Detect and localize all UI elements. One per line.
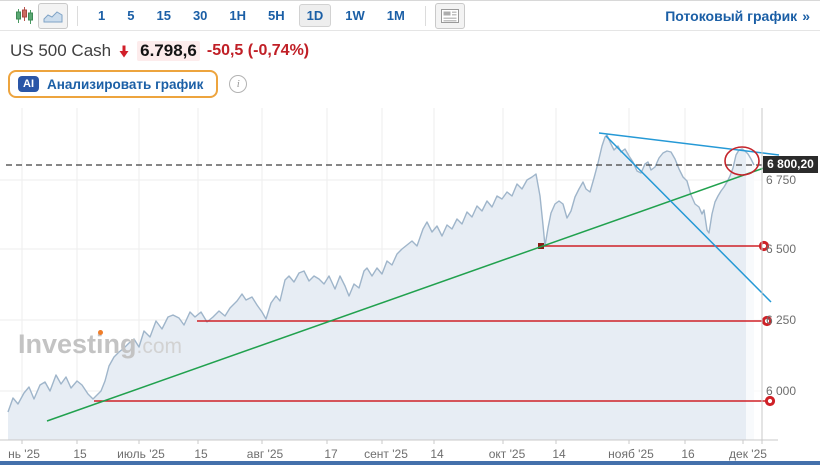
streaming-chart-link[interactable]: Потоковый график » — [665, 8, 810, 24]
price-area-fill — [8, 135, 754, 440]
timeframe-1m[interactable]: 1M — [386, 8, 405, 23]
instrument-header: US 500 Cash 6.798,6 -50,5 (-0,74%) — [0, 31, 820, 63]
timeframe-1h[interactable]: 1H — [229, 8, 247, 23]
x-axis-label: 15 — [73, 447, 87, 461]
x-axis-label: авг '25 — [246, 447, 284, 461]
price-chart[interactable]: Investing.com 6 800,20 6 750 6 500 6 250 6 … — [0, 103, 820, 465]
news-panel-icon[interactable] — [434, 2, 465, 29]
x-axis-label: 17 — [324, 447, 338, 461]
chart-canvas[interactable] — [0, 103, 820, 453]
x-axis-label: окт '25 — [488, 447, 526, 461]
arrow-down-icon — [119, 45, 129, 57]
info-icon[interactable]: i — [229, 75, 248, 93]
area-chart-icon[interactable] — [38, 2, 68, 29]
timeframe-1w[interactable]: 1W — [345, 8, 365, 23]
current-bar-band — [746, 108, 762, 440]
blue-resistance-line[interactable] — [598, 132, 780, 156]
x-axis-label: июль '25 — [117, 447, 165, 461]
bottom-page-strip — [0, 461, 820, 465]
watermark-suffix: .com — [136, 335, 183, 358]
ai-badge-icon: AI — [18, 76, 39, 92]
x-axis-label: 14 — [552, 447, 566, 461]
instrument-title: US 500 Cash — [10, 41, 112, 60]
timeframe-15[interactable]: 15 — [156, 8, 171, 23]
y-axis-label: 6 500 — [766, 242, 797, 256]
chevron-right-icon: » — [802, 7, 810, 24]
timeframe-30[interactable]: 30 — [192, 8, 208, 23]
analyze-chart-button[interactable]: AI Анализировать график — [8, 70, 219, 98]
x-axis-label: нояб '25 — [608, 447, 654, 461]
blue-downtrend-line[interactable] — [605, 135, 772, 303]
price-change: -50,5 (-0,74%) — [206, 42, 310, 59]
last-price: 6.798,6 — [137, 41, 200, 61]
streaming-chart-label: Потоковый график — [665, 7, 798, 24]
x-axis-label: нь '25 — [8, 447, 40, 461]
analyze-chart-label: Анализировать график — [47, 76, 204, 92]
area-chart-glyph — [43, 11, 63, 23]
investing-watermark: Investing.com — [18, 329, 182, 360]
y-axis-label: 6 750 — [766, 173, 797, 187]
x-axis-label: 15 — [194, 447, 208, 461]
chart-toolbar: 1 5 15 30 1H 5H 1D 1W 1M Потоковый графи… — [0, 0, 820, 31]
watermark-main: Investing — [18, 329, 137, 359]
red-hline-6250-marker[interactable] — [761, 315, 773, 327]
watermark-orange-dot — [98, 330, 103, 335]
current-price-label: 6 800,20 — [763, 156, 818, 173]
timeframe-5h[interactable]: 5H — [268, 8, 285, 23]
x-axis-label: 16 — [681, 447, 695, 461]
timeframe-5[interactable]: 5 — [127, 8, 135, 23]
green-uptrend-line[interactable] — [46, 167, 765, 422]
y-axis-label: 6 000 — [766, 384, 797, 398]
red-circle-annotation[interactable] — [724, 146, 760, 176]
timeframe-1d[interactable]: 1D — [298, 4, 332, 27]
price-series-line — [7, 134, 755, 413]
candlestick-glyph — [15, 7, 33, 24]
toolbar-divider — [77, 5, 78, 26]
timeframe-1[interactable]: 1 — [98, 8, 106, 23]
ai-analysis-bar: AI Анализировать график i — [0, 63, 820, 105]
x-axis-label: 14 — [430, 447, 444, 461]
news-panel-glyph — [440, 8, 459, 23]
candlestick-chart-icon[interactable] — [10, 4, 38, 28]
red-hline-5965-marker[interactable] — [764, 395, 776, 407]
x-axis-label: сент '25 — [364, 447, 408, 461]
toolbar-divider — [424, 5, 426, 26]
x-axis-label: дек '25 — [729, 447, 767, 461]
y-axis-label: 6 250 — [766, 313, 797, 327]
